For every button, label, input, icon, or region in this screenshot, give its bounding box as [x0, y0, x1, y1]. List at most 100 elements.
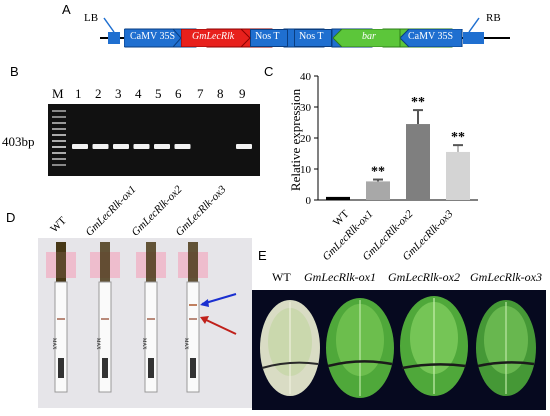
ladder-band — [52, 158, 66, 160]
blue-arrow-head — [200, 299, 209, 307]
gmlecrlk-shape — [180, 28, 251, 48]
panel-e-label: E — [258, 248, 267, 263]
ladder-band — [52, 128, 66, 130]
gmlecrlk-label: GmLecRlk — [192, 31, 235, 42]
strip-2-marker — [102, 358, 108, 378]
gel-band-lane-2 — [92, 144, 109, 149]
bar-2 — [406, 124, 430, 200]
leaf-wt-mark — [261, 361, 319, 369]
leaf-label-wt: WT — [272, 270, 291, 284]
strip-text-3: MAX — [141, 338, 146, 350]
gel-lane-numbers: 1 2 3 4 5 6 7 8 9 — [72, 86, 262, 102]
gel-band-lane-4 — [133, 144, 150, 149]
camv35s-right-svg — [399, 28, 463, 48]
camv35s-left-wrap — [123, 28, 182, 48]
gmlecrlk-wrap — [180, 28, 251, 48]
strip-1-band — [57, 318, 65, 320]
leaf-ox3 — [476, 300, 536, 396]
strip-label-wt: WT — [48, 214, 69, 236]
panel-d-label: D — [6, 210, 16, 225]
bar-0 — [326, 196, 350, 200]
gel-marker-label: M — [52, 86, 64, 101]
strip-text-1: MAX — [51, 338, 56, 350]
red-arrow-head — [200, 316, 209, 324]
strip-1-pad-top — [56, 242, 66, 282]
ladder-band — [52, 122, 66, 124]
y-axis-label: Relative expression — [288, 88, 303, 192]
ladder-band — [52, 152, 66, 154]
significance-1: ** — [371, 165, 385, 180]
leaf-ox2-mark — [401, 363, 467, 370]
strip-1 — [46, 242, 76, 393]
significance-3: ** — [451, 130, 465, 145]
leaf-photo — [252, 290, 546, 410]
bar-arrow-svg — [332, 28, 401, 48]
y-tick-label: 0 — [306, 195, 312, 207]
camv35s-right-shape — [399, 28, 463, 48]
x-tick-labels: WT GmLecRlk-ox1 GmLecRlk-ox2 GmLecRlk-ox… — [300, 200, 520, 263]
bar-arrow-shape — [332, 28, 401, 48]
bar-3 — [446, 151, 470, 200]
nos-t-2-svg — [294, 29, 332, 47]
y-tick-label: 40 — [300, 71, 312, 83]
camv35s-left-label: CaMV 35S — [130, 31, 176, 42]
nos-t-1-label: Nos T — [255, 31, 280, 42]
leaf-label-ox2: GmLecRlk-ox2 — [388, 270, 460, 284]
ladder-band — [52, 134, 66, 136]
leaf-ox1-mark — [327, 360, 393, 368]
ladder-band — [52, 146, 66, 148]
strip-4-pad — [188, 242, 198, 282]
ladder-band — [52, 116, 66, 118]
lane-2: 2 — [95, 86, 102, 101]
red-arrow — [201, 317, 237, 335]
lane-9: 9 — [239, 86, 246, 101]
strip-2-pad — [100, 242, 110, 282]
strip-4-band-test — [189, 318, 197, 320]
strip-text-2: MAX — [95, 338, 100, 350]
camv35s-left-shape — [123, 28, 182, 48]
panel-c-label: C — [264, 64, 274, 79]
significance-2: ** — [411, 95, 425, 110]
leaf-svg — [260, 296, 536, 398]
nos-t-2-label: Nos T — [299, 31, 324, 42]
ladder-band — [52, 140, 66, 142]
lane-1: 1 — [75, 86, 82, 101]
camv35s-right-wrap — [399, 28, 470, 48]
gel-band-lane-3 — [113, 144, 129, 149]
strip-test-svg — [46, 242, 237, 393]
leaf-label-ox3: GmLecRlk-ox3 — [470, 270, 542, 284]
lane-3: 3 — [115, 86, 122, 101]
camv35s-right-label: CaMV 35S — [408, 31, 454, 42]
bar-arrow-wrap — [332, 28, 401, 48]
lane-7: 7 — [197, 86, 204, 101]
expression-chart-svg: 0 10 20 30 40 ** ** ** — [300, 71, 478, 207]
lane-5: 5 — [155, 86, 162, 101]
gel-band-lane-6 — [174, 144, 191, 149]
gel-svg — [52, 110, 252, 166]
strip-3-marker — [148, 358, 154, 378]
strip-3-band — [147, 318, 155, 320]
leaf-ox1 — [326, 298, 394, 398]
nos-t-2-wrap — [294, 29, 332, 47]
leaf-wt — [260, 300, 320, 396]
rb-box-wrap — [472, 32, 484, 44]
y-tick-label: 20 — [300, 133, 312, 145]
lb-pointer — [103, 17, 115, 33]
rb-pointer — [468, 17, 480, 33]
expression-chart: 0 10 20 30 40 ** ** ** — [278, 66, 488, 216]
strip-2-band — [101, 318, 109, 320]
lane-6: 6 — [175, 86, 182, 101]
strip-3 — [136, 242, 166, 393]
rb-label: RB — [486, 12, 501, 24]
leaf-labels: WT GmLecRlk-ox1 GmLecRlk-ox2 GmLecRlk-ox… — [258, 270, 550, 288]
strip-2 — [90, 242, 120, 393]
lb-label: LB — [84, 12, 99, 24]
gmlecrlk-svg — [180, 28, 251, 48]
strip-4-band-control — [189, 304, 197, 306]
strip-test-photo — [38, 238, 252, 408]
panel-b-label: B — [10, 64, 19, 79]
gel-band-lane-1 — [72, 144, 88, 149]
ladder-band — [52, 164, 66, 166]
strip-3-pad — [146, 242, 156, 282]
nos-t-2-rect — [294, 29, 332, 47]
